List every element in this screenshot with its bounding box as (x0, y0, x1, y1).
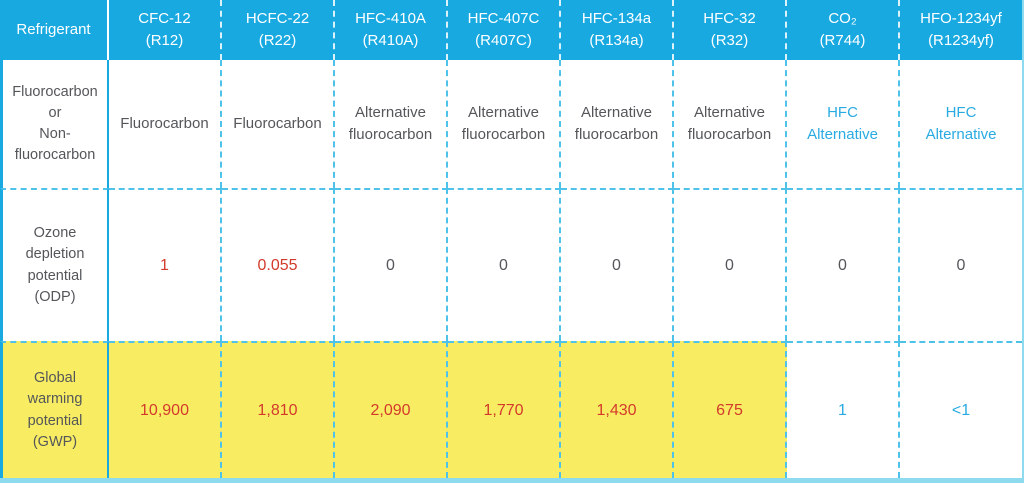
col-name: HFO-1234yf (920, 9, 1002, 27)
cell-odp-cfc-12: 1 (109, 188, 222, 341)
col-name: CFC-12 (138, 9, 191, 27)
col-header-hfo-1234yf: HFO-1234yf (R1234yf) (900, 0, 1022, 60)
col-header-hfc-410a: HFC-410A (R410A) (335, 0, 448, 60)
col-name: HCFC-22 (245, 9, 310, 27)
cell-gwp-hfo-1234yf: <1 (900, 341, 1022, 478)
col-name: HFC-32 (703, 9, 756, 27)
cell-gwp-cfc-12: 10,900 (109, 341, 222, 478)
cell-odp-hfc-134a: 0 (561, 188, 674, 341)
col-code: (R12) (145, 32, 184, 49)
cell-type-hfc-410a: Alternative fluorocarbon (335, 60, 448, 188)
col-code: (R407C) (475, 32, 532, 49)
cell-odp-hfc-407c: 0 (448, 188, 561, 341)
col-name: HFC-410A (355, 9, 426, 27)
cell-gwp-hfc-32: 675 (674, 341, 787, 478)
col-code: (R1234yf) (928, 32, 994, 49)
cell-type-hfc-134a: Alternative fluorocarbon (561, 60, 674, 188)
row-label-fluorocarbon-type: Fluorocarbon or Non-fluorocarbon (0, 60, 109, 188)
cell-odp-hcfc-22: 0.055 (222, 188, 335, 341)
col-header-hcfc-22: HCFC-22 (R22) (222, 0, 335, 60)
cell-type-cfc-12: Fluorocarbon (109, 60, 222, 188)
cell-gwp-hfc-407c: 1,770 (448, 341, 561, 478)
col-header-co2: CO₂ (R744) (787, 0, 900, 60)
col-code: (R744) (819, 32, 866, 49)
cell-gwp-hcfc-22: 1,810 (222, 341, 335, 478)
col-header-cfc-12: CFC-12 (R12) (109, 0, 222, 60)
col-code: (R32) (710, 32, 749, 49)
cell-odp-hfo-1234yf: 0 (900, 188, 1022, 341)
cell-odp-co2: 0 (787, 188, 900, 341)
cell-odp-hfc-32: 0 (674, 188, 787, 341)
cell-type-hfo-1234yf: HFC Alternative (925, 104, 997, 143)
corner-header-refrigerant: Refrigerant (0, 0, 109, 60)
cell-type-hfc-32: Alternative fluorocarbon (674, 60, 787, 188)
col-name: CO₂ (828, 9, 857, 27)
col-name: HFC-134a (581, 9, 652, 27)
cell-gwp-hfc-134a: 1,430 (561, 341, 674, 478)
cell-type-hfc-407c: Alternative fluorocarbon (448, 60, 561, 188)
col-code: (R134a) (589, 32, 644, 49)
cell-gwp-hfc-410a: 2,090 (335, 341, 448, 478)
cell-gwp-co2: 1 (787, 341, 900, 478)
col-header-hfc-407c: HFC-407C (R407C) (448, 0, 561, 60)
col-code: (R22) (258, 32, 297, 49)
col-name: HFC-407C (467, 9, 540, 27)
cell-odp-hfc-410a: 0 (335, 188, 448, 341)
col-header-hfc-134a: HFC-134a (R134a) (561, 0, 674, 60)
row-label-odp: Ozone depletion potential (ODP) (0, 188, 109, 341)
col-code: (R410A) (362, 32, 419, 49)
row-label-gwp: Global warming potential (GWP) (0, 341, 109, 478)
cell-type-co2: HFC Alternative (787, 60, 900, 188)
col-header-hfc-32: HFC-32 (R32) (674, 0, 787, 60)
cell-type-hcfc-22: Fluorocarbon (222, 60, 335, 188)
